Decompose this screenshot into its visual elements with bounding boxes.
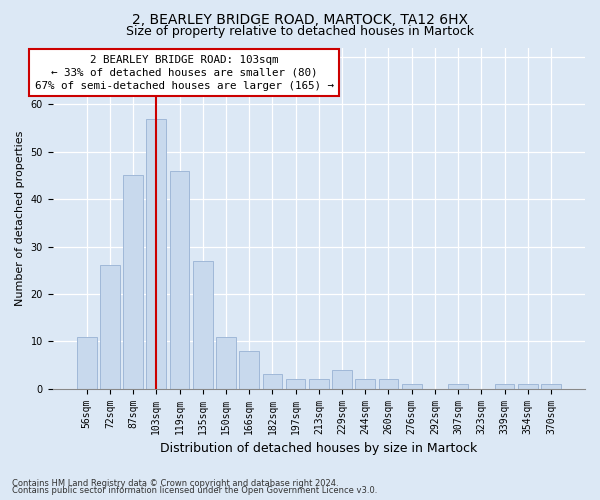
Bar: [448, 384, 468, 388]
Text: 2, BEARLEY BRIDGE ROAD, MARTOCK, TA12 6HX: 2, BEARLEY BRIDGE ROAD, MARTOCK, TA12 6H…: [132, 12, 468, 26]
Bar: [77, 336, 97, 388]
Text: Contains HM Land Registry data © Crown copyright and database right 2024.: Contains HM Land Registry data © Crown c…: [12, 478, 338, 488]
Text: Contains public sector information licensed under the Open Government Licence v3: Contains public sector information licen…: [12, 486, 377, 495]
Text: 2 BEARLEY BRIDGE ROAD: 103sqm
← 33% of detached houses are smaller (80)
67% of s: 2 BEARLEY BRIDGE ROAD: 103sqm ← 33% of d…: [35, 54, 334, 91]
Bar: [193, 260, 212, 388]
Bar: [216, 336, 236, 388]
Bar: [146, 118, 166, 388]
Bar: [100, 266, 120, 388]
Bar: [355, 379, 375, 388]
Bar: [123, 176, 143, 388]
Bar: [402, 384, 422, 388]
X-axis label: Distribution of detached houses by size in Martock: Distribution of detached houses by size …: [160, 442, 478, 455]
Bar: [494, 384, 514, 388]
Bar: [263, 374, 282, 388]
Text: Size of property relative to detached houses in Martock: Size of property relative to detached ho…: [126, 25, 474, 38]
Bar: [332, 370, 352, 388]
Bar: [286, 379, 305, 388]
Bar: [309, 379, 329, 388]
Y-axis label: Number of detached properties: Number of detached properties: [15, 130, 25, 306]
Bar: [518, 384, 538, 388]
Bar: [239, 351, 259, 389]
Bar: [541, 384, 561, 388]
Bar: [379, 379, 398, 388]
Bar: [170, 170, 190, 388]
